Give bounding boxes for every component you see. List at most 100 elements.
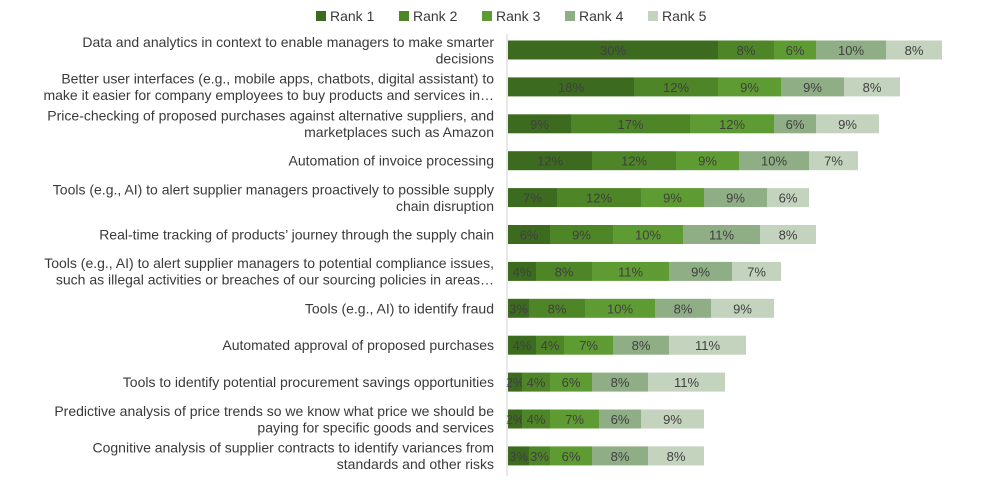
- category-label: Cognitive analysis of supplier contracts…: [92, 440, 494, 456]
- bar-segment-rank-5: [760, 225, 816, 244]
- data-label-rank-4: 8%: [611, 375, 630, 390]
- data-label-rank-3: 11%: [618, 264, 643, 279]
- data-label-rank-4: 10%: [838, 43, 864, 58]
- category-label: Automated approval of proposed purchases: [222, 337, 494, 353]
- bar-segment-rank-1: [508, 188, 557, 208]
- bar-segment-rank-2: [522, 372, 550, 392]
- bar-segment-rank-3: [592, 261, 669, 281]
- bar-segment-rank-1: [508, 335, 536, 355]
- data-label-rank-4: 9%: [803, 80, 822, 95]
- data-label-rank-2: 4%: [527, 375, 546, 390]
- category-label: Tools to identify potential procurement …: [123, 374, 494, 390]
- data-label-rank-2: 4%: [541, 338, 560, 353]
- bar-segment-rank-2: [557, 188, 641, 208]
- category-label: Data and analytics in context to enable …: [82, 34, 494, 50]
- data-label-rank-4: 9%: [691, 264, 710, 279]
- bar-segment-rank-1: [508, 372, 522, 392]
- bar-segment-rank-1: [508, 446, 529, 466]
- bar-segment-rank-4: [599, 409, 641, 429]
- bar-segment-rank-2: [634, 77, 718, 97]
- data-label-rank-3: 12%: [719, 117, 745, 132]
- legend-label-rank-3: Rank 3: [496, 8, 541, 24]
- bar-segment-rank-5: [767, 188, 809, 208]
- bar-segment-rank-2: [550, 225, 613, 244]
- data-label-rank-5: 11%: [674, 375, 699, 390]
- legend-label-rank-4: Rank 4: [579, 8, 624, 24]
- bar-segment-rank-1: [508, 151, 592, 171]
- data-label-rank-5: 7%: [824, 154, 843, 169]
- data-label-rank-5: 8%: [905, 43, 924, 58]
- legend-label-rank-5: Rank 5: [662, 8, 707, 24]
- data-label-rank-4: 8%: [611, 449, 630, 464]
- category-label: Tools (e.g., AI) to alert supplier manag…: [53, 181, 494, 197]
- data-label-rank-2: 9%: [572, 228, 591, 243]
- category-label: decisions: [436, 50, 494, 66]
- data-label-rank-5: 9%: [838, 117, 857, 132]
- category-label: paying for specific goods and services: [257, 419, 494, 435]
- data-label-rank-2: 17%: [617, 117, 643, 132]
- bar-segment-rank-5: [648, 446, 704, 466]
- data-label-rank-1: 3%: [509, 301, 528, 316]
- bar-segment-rank-1: [508, 261, 536, 281]
- data-label-rank-4: 9%: [726, 191, 745, 206]
- bar-segment-rank-4: [816, 40, 886, 60]
- legend-label-rank-1: Rank 1: [330, 8, 375, 24]
- bar-segment-rank-3: [613, 225, 683, 244]
- data-label-rank-1: 2%: [506, 412, 525, 427]
- data-label-rank-5: 11%: [695, 338, 720, 353]
- bar-segment-rank-1: [508, 298, 529, 318]
- data-label-rank-1: 3%: [509, 449, 528, 464]
- data-label-rank-4: 6%: [611, 412, 630, 427]
- data-label-rank-5: 7%: [747, 264, 766, 279]
- bar-segment-rank-4: [613, 335, 669, 355]
- category-label: Better user interfaces (e.g., mobile app…: [61, 71, 494, 87]
- bar-segment-rank-2: [529, 298, 585, 318]
- data-label-rank-1: 4%: [513, 264, 532, 279]
- bar-segment-rank-1: [508, 409, 522, 429]
- legend-swatch-rank-4: [565, 11, 575, 21]
- data-label-rank-3: 9%: [698, 154, 717, 169]
- category-labels: Data and analytics in context to enable …: [43, 34, 494, 472]
- data-label-rank-3: 10%: [635, 228, 661, 243]
- legend-swatch-rank-2: [399, 11, 409, 21]
- category-label: Tools (e.g., AI) to alert supplier manag…: [44, 255, 494, 271]
- legend-swatch-rank-1: [316, 11, 326, 21]
- bar-segment-rank-5: [809, 151, 858, 171]
- data-label-rank-4: 8%: [632, 338, 651, 353]
- data-label-rank-4: 6%: [786, 117, 805, 132]
- category-label: Predictive analysis of price trends so w…: [54, 403, 494, 419]
- bar-segment-rank-4: [774, 114, 816, 134]
- bar-segment-rank-2: [536, 335, 564, 355]
- legend-swatch-rank-5: [648, 11, 658, 21]
- bar-segment-rank-3: [564, 335, 613, 355]
- bar-segment-rank-1: [508, 114, 571, 134]
- data-label-rank-2: 12%: [586, 191, 612, 206]
- bar-segment-rank-4: [781, 77, 844, 97]
- bar-segment-rank-2: [571, 114, 690, 134]
- data-label-rank-3: 6%: [562, 375, 581, 390]
- data-label-rank-3: 9%: [663, 191, 682, 206]
- data-label-rank-2: 8%: [555, 264, 574, 279]
- bar-segment-rank-5: [844, 77, 900, 97]
- category-label: standards and other risks: [337, 456, 494, 472]
- bar-segment-rank-1: [508, 77, 634, 97]
- data-label-rank-3: 6%: [562, 449, 581, 464]
- bar-segment-rank-1: [508, 225, 550, 244]
- legend-swatch-rank-3: [482, 11, 492, 21]
- bar-segment-rank-2: [529, 446, 550, 466]
- data-label-rank-3: 7%: [565, 412, 584, 427]
- data-label-rank-1: 30%: [600, 43, 626, 58]
- bar-segment-rank-2: [592, 151, 676, 171]
- data-label-rank-1: 9%: [530, 117, 549, 132]
- legend-label-rank-2: Rank 2: [413, 8, 458, 24]
- bar-segment-rank-3: [718, 77, 781, 97]
- bar-segment-rank-2: [536, 261, 592, 281]
- category-label: marketplaces such as Amazon: [304, 124, 494, 140]
- data-label-rank-3: 9%: [740, 80, 759, 95]
- data-label-rank-1: 7%: [523, 191, 542, 206]
- data-label-rank-5: 8%: [667, 449, 686, 464]
- bar-segment-rank-1: [508, 40, 718, 60]
- data-label-rank-2: 8%: [737, 43, 756, 58]
